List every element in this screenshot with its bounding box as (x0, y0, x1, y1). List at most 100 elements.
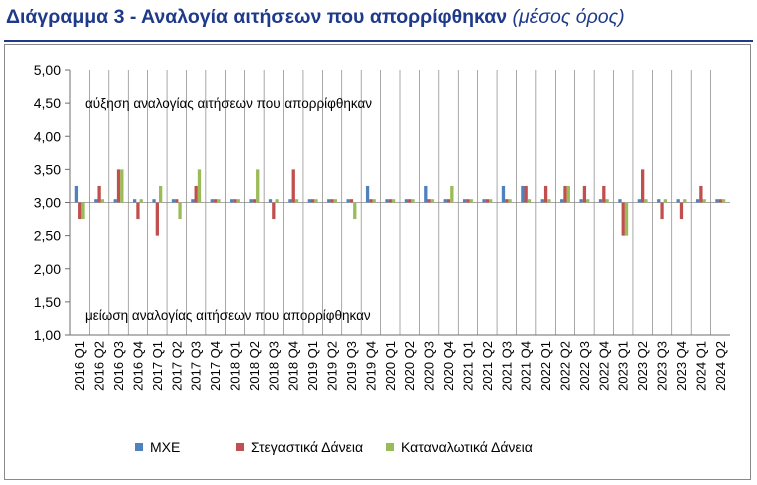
bar-consumer (508, 199, 512, 203)
bar-housing (213, 199, 218, 203)
bar-consumer (489, 199, 493, 203)
bar-consumer (178, 202, 182, 220)
x-tick-label: 2024 Q1 (693, 341, 708, 391)
title-text: Διάγραμμα 3 - Αναλογία αιτήσεων που απορ… (6, 6, 625, 28)
bar-consumer (256, 169, 260, 203)
legend-swatch (386, 443, 394, 451)
x-tick-label: 2023 Q2 (635, 341, 650, 391)
bar-housing (408, 199, 412, 203)
y-tick-label: 2,00 (34, 261, 61, 277)
bar-housing (640, 169, 645, 203)
bar-housing (78, 202, 82, 220)
bar-mxe (171, 199, 176, 203)
chart-frame (4, 44, 751, 480)
bar-consumer (469, 199, 473, 203)
bar-housing (233, 199, 237, 203)
bar-mxe (249, 199, 253, 203)
bar-mxe (152, 199, 156, 203)
bar-mxe (132, 199, 137, 203)
bar-mxe (501, 185, 506, 203)
x-tick-label: 2022 Q3 (577, 341, 592, 391)
bar-mxe (424, 185, 428, 203)
legend-label: ΜΧΕ (150, 439, 180, 455)
x-tick-label: 2018 Q1 (228, 341, 243, 391)
legend-swatch (135, 443, 143, 451)
y-tick-label: 4,50 (34, 95, 61, 111)
bar-mxe (288, 199, 292, 203)
bar-mxe (94, 199, 98, 203)
bar-mxe (307, 199, 311, 203)
bar-housing (427, 199, 431, 203)
bar-consumer (275, 199, 279, 203)
bar-housing (718, 199, 722, 203)
x-tick-label: 2024 Q2 (713, 341, 728, 391)
bar-consumer (663, 199, 668, 203)
annotation-decrease: μείωση αναλογίας αιτήσεων που απορρίφθηκ… (85, 308, 371, 323)
bar-consumer (81, 202, 85, 220)
title-underline (4, 40, 753, 42)
bar-consumer (372, 199, 376, 203)
bar-housing (155, 202, 160, 236)
bar-mxe (113, 199, 117, 203)
y-tick-label: 5,00 (34, 62, 61, 78)
bar-mxe (618, 199, 622, 203)
bar-consumer (353, 202, 357, 220)
x-tick-label: 2018 Q2 (247, 341, 262, 391)
bar-mxe (74, 185, 79, 203)
bar-mxe (579, 199, 583, 203)
x-tick-label: 2023 Q4 (674, 341, 689, 391)
title-main: Διάγραμμα 3 - Αναλογία αιτήσεων που απορ… (6, 6, 508, 28)
bar-housing (621, 202, 625, 236)
bar-consumer (120, 169, 124, 203)
bar-housing (349, 199, 354, 203)
x-tick-label: 2017 Q2 (169, 341, 184, 391)
bar-consumer (547, 199, 551, 203)
x-tick-label: 2017 Q4 (208, 341, 223, 391)
x-tick-label: 2016 Q4 (130, 341, 145, 391)
bar-mxe (443, 199, 447, 203)
bar-housing (252, 199, 257, 203)
bar-housing (563, 185, 567, 203)
bar-housing (446, 199, 451, 203)
bar-housing (97, 185, 101, 203)
x-tick-label: 2016 Q3 (111, 341, 126, 391)
annotation-increase: αύξηση αναλογίας αιτήσεων που απορρίφθηκ… (85, 96, 372, 111)
bar-housing (582, 185, 587, 203)
bar-mxe (365, 185, 370, 203)
bar-mxe (346, 199, 350, 203)
x-tick-label: 2018 Q3 (266, 341, 281, 391)
bar-housing (505, 199, 509, 203)
x-tick-labels: 2016 Q1 2016 Q2 2016 Q3 2016 Q4 2017 Q1 2017 … (72, 341, 728, 391)
bar-consumer (566, 185, 570, 203)
bar-mxe (191, 199, 195, 203)
bars (74, 169, 726, 236)
bar-mxe (715, 199, 719, 203)
y-tick-label: 3,50 (34, 161, 61, 177)
x-tick-label: 2019 Q4 (363, 341, 378, 391)
bar-consumer (721, 199, 726, 203)
bar-consumer (139, 199, 143, 203)
bar-housing (660, 202, 664, 220)
x-tick-label: 2021 Q4 (519, 341, 534, 391)
legend-label: Στεγαστικά Δάνεια (251, 439, 363, 455)
bar-consumer (411, 199, 415, 203)
bar-mxe (676, 199, 680, 203)
y-tick-label: 1,00 (34, 327, 61, 343)
bar-housing (330, 199, 334, 203)
bar-consumer (624, 202, 629, 236)
x-tick-label: 2017 Q1 (150, 341, 165, 391)
bar-mxe (268, 199, 273, 203)
bar-housing (524, 185, 528, 203)
bar-mxe (462, 199, 467, 203)
x-tick-label: 2019 Q3 (344, 341, 359, 391)
bar-consumer (605, 199, 609, 203)
bar-housing (272, 202, 276, 220)
y-tick-label: 3,00 (34, 195, 61, 211)
x-tick-label: 2020 Q2 (402, 341, 417, 391)
bar-mxe (695, 199, 700, 203)
legend-label: Καταναλωτικά Δάνεια (401, 439, 533, 455)
x-tick-label: 2022 Q2 (558, 341, 573, 391)
x-tick-label: 2019 Q2 (325, 341, 340, 391)
bar-consumer (683, 199, 687, 203)
